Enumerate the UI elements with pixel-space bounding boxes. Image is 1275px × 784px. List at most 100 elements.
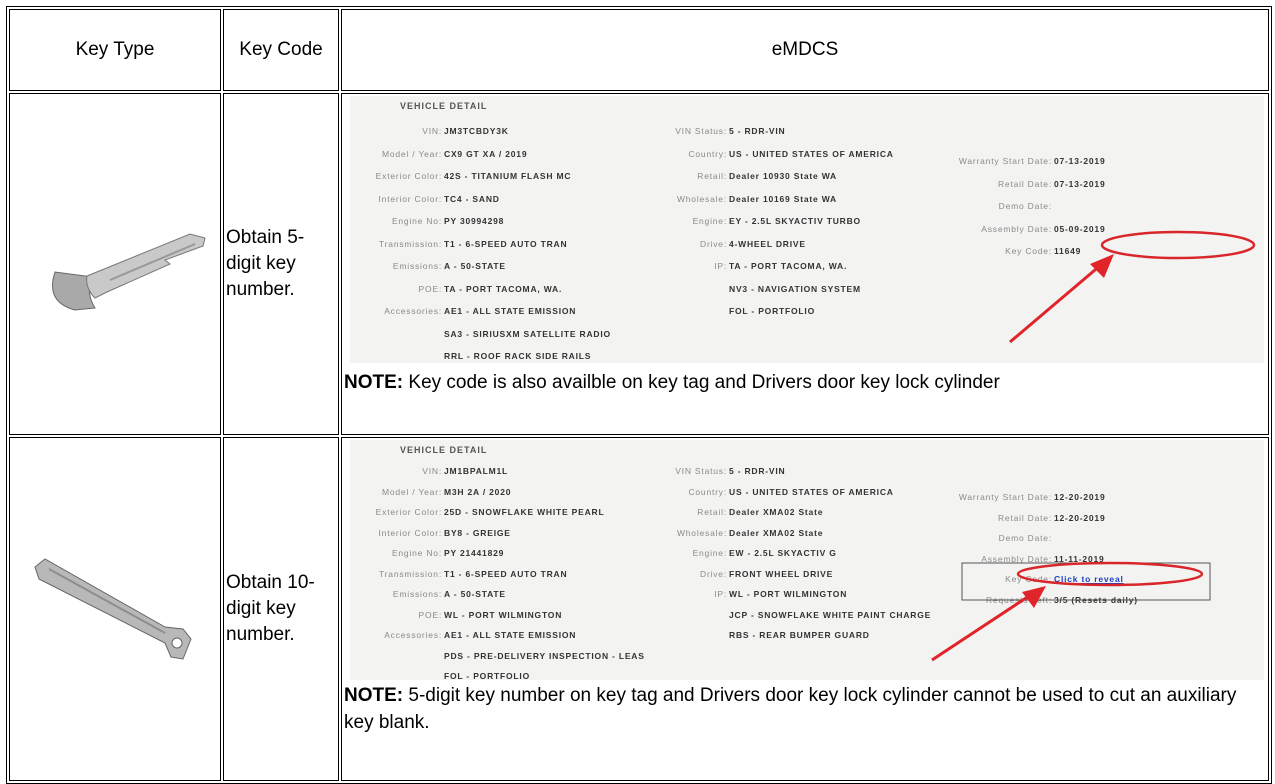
- detail-line: Accessories: AE1 - ALL STATE EMISSION: [350, 306, 576, 316]
- field-label: POE:: [418, 283, 442, 294]
- field-value: 3/5 (Resets daily): [1054, 594, 1138, 605]
- field-value: JM1BPALM1L: [444, 466, 509, 476]
- field-label: Retail Date:: [997, 512, 1052, 523]
- field-value: 5 - RDR-VIN: [729, 126, 786, 136]
- field-value: AE1 - ALL STATE EMISSION: [444, 306, 577, 316]
- field-label: VIN Status:: [675, 126, 727, 136]
- detail-line: Wholesale: Dealer XMA02 State: [565, 528, 823, 538]
- field-label: Requests Left:: [985, 594, 1052, 605]
- field-label: Retail Date:: [997, 178, 1052, 189]
- field-value: RRL - ROOF RACK SIDE RAILS: [444, 351, 592, 361]
- detail-line: IP: WL - PORT WILMINGTON: [565, 589, 847, 599]
- field-label: Demo Date:: [998, 201, 1052, 211]
- field-label: Emissions:: [392, 589, 442, 599]
- detail-line: Wholesale: Dealer 10169 State WA: [565, 194, 837, 204]
- field-value: Dealer XMA02 State: [729, 527, 824, 538]
- detail-line: Retail Date: 12-20-2019: [910, 513, 1105, 523]
- key-image-cell: [9, 93, 221, 435]
- field-label: VIN:: [422, 126, 442, 136]
- detail-line: Exterior Color: 42S - TITANIUM FLASH MC: [350, 171, 571, 181]
- detail-line: Requests Left: 3/5 (Resets daily): [910, 595, 1138, 605]
- detail-line: POE: TA - PORT TACOMA, WA.: [350, 284, 562, 294]
- note: NOTE: 5-digit key number on key tag and …: [342, 682, 1268, 736]
- detail-line: VIN: JM1BPALM1L: [350, 466, 508, 476]
- field-label: Warranty Start Date:: [958, 156, 1052, 166]
- field-label: Retail:: [697, 171, 727, 181]
- detail-line: VIN: JM3TCBDY3K: [350, 126, 509, 136]
- detail-line: JCP - SNOWFLAKE WHITE PAINT CHARGE: [565, 610, 931, 620]
- detail-line: Demo Date:: [910, 533, 1052, 543]
- field-label: Interior Color:: [378, 527, 442, 538]
- field-label: Accessories:: [384, 630, 442, 640]
- detail-line: Engine: EW - 2.5L SKYACTIV G: [565, 548, 837, 558]
- detail-line: Engine: EY - 2.5L SKYACTIV TURBO: [565, 216, 861, 226]
- detail-line: Drive: 4-WHEEL DRIVE: [565, 239, 806, 249]
- header-cell: Key Code: [223, 9, 339, 91]
- field-label: Wholesale:: [676, 527, 727, 538]
- field-value: 11649: [1054, 246, 1082, 256]
- detail-line: Engine No: PY 21441829: [350, 548, 504, 558]
- field-label: Accessories:: [384, 306, 442, 316]
- field-value: 12-20-2019: [1054, 492, 1106, 502]
- field-label: Wholesale:: [676, 193, 727, 204]
- field-label: Drive:: [700, 238, 727, 249]
- detail-line: FOL - PORTFOLIO: [565, 306, 815, 316]
- field-value: 5 - RDR-VIN: [729, 466, 786, 476]
- note-text: 5-digit key number on key tag and Driver…: [344, 685, 1237, 733]
- key-image: [34, 557, 192, 660]
- detail-line: Demo Date:: [910, 201, 1052, 211]
- field-value: Dealer XMA02 State: [729, 507, 824, 517]
- field-label: Country:: [688, 486, 727, 497]
- detail-line: VIN Status: 5 - RDR-VIN: [565, 126, 786, 136]
- note-label: NOTE:: [344, 685, 404, 706]
- field-label: Engine:: [692, 548, 727, 558]
- field-value: TC4 - SAND: [444, 193, 500, 204]
- field-label: POE:: [418, 609, 442, 620]
- detail-line: Warranty Start Date: 07-13-2019: [910, 156, 1105, 166]
- reveal-link[interactable]: Click to reveal: [1054, 574, 1124, 584]
- detail-line: Key Code: 11649: [910, 246, 1081, 256]
- detail-line: RBS - REAR BUMPER GUARD: [565, 630, 870, 640]
- detail-line: Transmission: T1 - 6-SPEED AUTO TRAN: [350, 239, 567, 249]
- detail-line: Warranty Start Date: 12-20-2019: [910, 492, 1105, 502]
- detail-line: Retail Date: 07-13-2019: [910, 179, 1105, 189]
- field-label: Key Code:: [1005, 574, 1052, 584]
- header-row: Key Type Key Code eMDCS: [9, 9, 1269, 91]
- field-value: 4-WHEEL DRIVE: [729, 238, 806, 249]
- field-value: PY 21441829: [444, 548, 505, 558]
- detail-line: Transmission: T1 - 6-SPEED AUTO TRAN: [350, 569, 567, 579]
- header-cell: Key Type: [9, 9, 221, 91]
- screenshot-title: VEHICLE DETAIL: [400, 445, 488, 455]
- detail-line: Exterior Color: 25D - SNOWFLAKE WHITE PEA…: [350, 507, 604, 517]
- detail-line: Country: US - UNITED STATES OF AMERICA: [565, 487, 894, 497]
- screenshot: VEHICLE DETAIL VIN: JM3TCBDY3K Model / Year…: [350, 96, 1264, 363]
- field-value: PDS - PRE-DELIVERY INSPECTION - LEAS: [444, 650, 645, 661]
- field-label: Retail:: [697, 507, 727, 517]
- field-value: 07-13-2019: [1054, 156, 1106, 166]
- emdcs-cell: VEHICLE DETAIL VIN: JM1BPALM1L Model / Year…: [341, 437, 1269, 781]
- field-label: VIN Status:: [675, 466, 727, 476]
- screenshot-title: VEHICLE DETAIL: [400, 101, 488, 111]
- field-value: BY8 - GREIGE: [444, 527, 511, 538]
- field-label: Engine No:: [391, 548, 442, 558]
- detail-line: Model / Year: M3H 2A / 2020: [350, 487, 511, 497]
- field-label: Demo Date:: [998, 533, 1052, 543]
- field-value: NV3 - NAVIGATION SYSTEM: [729, 283, 861, 294]
- field-label: Assembly Date:: [981, 223, 1052, 234]
- detail-line: Country: US - UNITED STATES OF AMERICA: [565, 149, 894, 159]
- field-value: T1 - 6-SPEED AUTO TRAN: [444, 238, 568, 249]
- field-value: EW - 2.5L SKYACTIV G: [729, 548, 837, 558]
- key-image: [52, 232, 206, 311]
- detail-line: Emissions: A - 50-STATE: [350, 589, 506, 599]
- detail-line: RRL - ROOF RACK SIDE RAILS: [350, 351, 591, 361]
- field-value: 07-13-2019: [1054, 178, 1106, 189]
- field-value: AE1 - ALL STATE EMISSION: [444, 630, 577, 640]
- note-text: Key code is also availble on key tag and…: [408, 372, 1000, 393]
- detail-line: NV3 - NAVIGATION SYSTEM: [565, 284, 861, 294]
- field-label: IP:: [714, 261, 727, 271]
- field-value: PY 30994298: [444, 216, 505, 226]
- field-label: Drive:: [700, 568, 727, 579]
- detail-line: Emissions: A - 50-STATE: [350, 261, 506, 271]
- field-value: 25D - SNOWFLAKE WHITE PEARL: [444, 507, 605, 517]
